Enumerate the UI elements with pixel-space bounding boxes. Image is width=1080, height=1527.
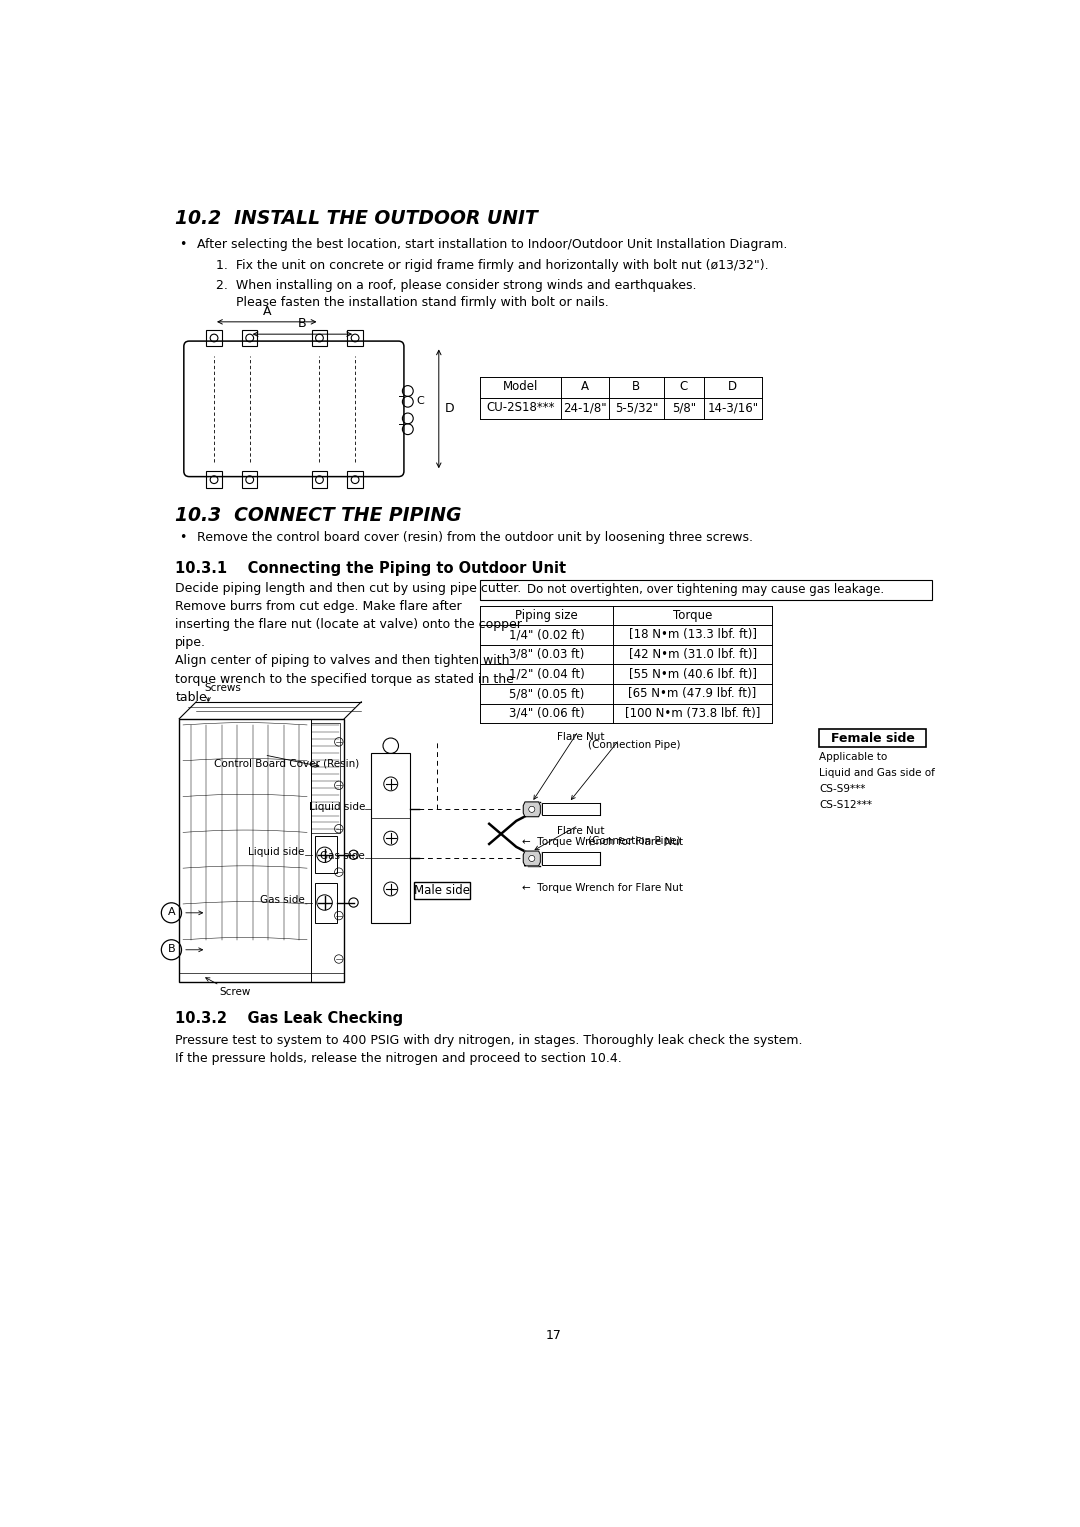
Bar — [372, 753, 410, 922]
Bar — [480, 580, 932, 600]
Text: Remove the control board cover (resin) from the outdoor unit by loosening three : Remove the control board cover (resin) f… — [197, 531, 753, 544]
Text: Liquid side: Liquid side — [248, 847, 305, 858]
Text: 1/4" (0.02 ft): 1/4" (0.02 ft) — [509, 628, 584, 641]
Bar — [820, 728, 927, 747]
Text: Please fasten the installation stand firmly with bolt or nails.: Please fasten the installation stand fir… — [235, 296, 608, 308]
Bar — [242, 472, 257, 489]
Text: Gas side: Gas side — [260, 895, 305, 906]
Text: 5/8" (0.05 ft): 5/8" (0.05 ft) — [509, 687, 584, 701]
Text: 1.  Fix the unit on concrete or rigid frame firmly and horizontally with bolt nu: 1. Fix the unit on concrete or rigid fra… — [216, 258, 768, 272]
Text: Female side: Female side — [831, 731, 915, 745]
Text: Pressure test to system to 400 PSIG with dry nitrogen, in stages. Thoroughly lea: Pressure test to system to 400 PSIG with… — [175, 1034, 802, 1046]
Text: B: B — [633, 380, 640, 394]
Text: C: C — [679, 380, 688, 394]
Text: ←  Torque Wrench for Flare Nut: ← Torque Wrench for Flare Nut — [523, 837, 684, 846]
Text: CS-S12***: CS-S12*** — [820, 800, 873, 809]
Text: ←  Torque Wrench for Flare Nut: ← Torque Wrench for Flare Nut — [523, 883, 684, 893]
Text: A: A — [581, 380, 590, 394]
Circle shape — [529, 806, 535, 812]
Bar — [312, 472, 327, 489]
Text: 24-1/8": 24-1/8" — [564, 402, 607, 414]
Text: D: D — [728, 380, 738, 394]
Text: Applicable to: Applicable to — [820, 753, 888, 762]
Text: 14-3/16": 14-3/16" — [707, 402, 758, 414]
Bar — [179, 719, 345, 982]
Text: [18 N•m (13.3 lbf. ft)]: [18 N•m (13.3 lbf. ft)] — [629, 628, 757, 641]
Text: A: A — [167, 907, 175, 918]
Text: Model: Model — [503, 380, 538, 394]
Bar — [348, 472, 363, 489]
Text: (Connection Pipe): (Connection Pipe) — [589, 741, 680, 750]
Circle shape — [529, 855, 535, 861]
Text: Piping size: Piping size — [515, 609, 578, 621]
Text: [55 N•m (40.6 lbf. ft)]: [55 N•m (40.6 lbf. ft)] — [629, 667, 757, 681]
Bar — [314, 837, 337, 873]
Text: 2.  When installing on a roof, please consider strong winds and earthquakes.: 2. When installing on a roof, please con… — [216, 279, 697, 292]
Text: Flare Nut: Flare Nut — [557, 731, 605, 742]
Text: B: B — [167, 944, 175, 954]
Text: CS-S9***: CS-S9*** — [820, 783, 866, 794]
Polygon shape — [524, 851, 540, 866]
Text: 3/4" (0.06 ft): 3/4" (0.06 ft) — [509, 707, 584, 719]
Text: 17: 17 — [545, 1328, 562, 1342]
Text: Screw: Screw — [219, 986, 251, 997]
Text: Align center of piping to valves and then tighten with: Align center of piping to valves and the… — [175, 655, 510, 667]
Text: Control Board Cover (Resin): Control Board Cover (Resin) — [214, 759, 360, 768]
Polygon shape — [524, 802, 540, 817]
Text: 1/2" (0.04 ft): 1/2" (0.04 ft) — [509, 667, 584, 681]
Bar — [312, 330, 327, 347]
Text: C: C — [416, 395, 424, 406]
Text: 10.3.2    Gas Leak Checking: 10.3.2 Gas Leak Checking — [175, 1011, 404, 1026]
Bar — [206, 472, 221, 489]
Bar — [348, 330, 363, 347]
Text: CU-2S18***: CU-2S18*** — [486, 402, 555, 414]
Text: 10.3.1    Connecting the Piping to Outdoor Unit: 10.3.1 Connecting the Piping to Outdoor … — [175, 560, 566, 576]
Text: Gas side: Gas side — [321, 851, 365, 861]
Text: 3/8" (0.03 ft): 3/8" (0.03 ft) — [509, 647, 584, 661]
Text: Torque: Torque — [673, 609, 713, 621]
Bar — [542, 852, 600, 864]
Text: If the pressure holds, release the nitrogen and proceed to section 10.4.: If the pressure holds, release the nitro… — [175, 1052, 622, 1064]
Bar — [311, 722, 340, 834]
Bar — [314, 883, 337, 922]
Text: 5/8": 5/8" — [672, 402, 696, 414]
Text: •: • — [179, 238, 187, 250]
Text: •: • — [179, 531, 187, 544]
Text: B: B — [298, 318, 307, 330]
Text: Male side: Male side — [414, 884, 470, 896]
Text: (Connection Pipe): (Connection Pipe) — [589, 837, 680, 846]
Text: Liquid and Gas side of: Liquid and Gas side of — [820, 768, 935, 779]
Text: inserting the flare nut (locate at valve) onto the copper: inserting the flare nut (locate at valve… — [175, 618, 522, 631]
Text: Liquid side: Liquid side — [309, 802, 365, 812]
Bar — [542, 803, 600, 815]
Text: 5-5/32": 5-5/32" — [615, 402, 658, 414]
Text: Flare Nut: Flare Nut — [557, 826, 605, 837]
Text: pipe.: pipe. — [175, 637, 206, 649]
Text: 10.3  CONNECT THE PIPING: 10.3 CONNECT THE PIPING — [175, 505, 462, 525]
Text: [42 N•m (31.0 lbf. ft)]: [42 N•m (31.0 lbf. ft)] — [629, 647, 757, 661]
Text: Remove burrs from cut edge. Make flare after: Remove burrs from cut edge. Make flare a… — [175, 600, 462, 614]
Text: 10.2  INSTALL THE OUTDOOR UNIT: 10.2 INSTALL THE OUTDOOR UNIT — [175, 209, 538, 229]
Bar — [242, 330, 257, 347]
Text: A: A — [262, 305, 271, 318]
Text: [100 N•m (73.8 lbf. ft)]: [100 N•m (73.8 lbf. ft)] — [625, 707, 760, 719]
Text: Screws: Screws — [205, 683, 242, 693]
Text: Do not overtighten, over tightening may cause gas leakage.: Do not overtighten, over tightening may … — [527, 583, 885, 596]
Text: D: D — [445, 402, 455, 415]
Text: torque wrench to the specified torque as stated in the: torque wrench to the specified torque as… — [175, 672, 514, 686]
Text: Decide piping length and then cut by using pipe cutter.: Decide piping length and then cut by usi… — [175, 582, 522, 596]
Text: table.: table. — [175, 690, 211, 704]
Bar — [206, 330, 221, 347]
Bar — [414, 883, 470, 899]
Text: After selecting the best location, start installation to Indoor/Outdoor Unit Ins: After selecting the best location, start… — [197, 238, 787, 250]
Text: [65 N•m (47.9 lbf. ft)]: [65 N•m (47.9 lbf. ft)] — [629, 687, 757, 701]
